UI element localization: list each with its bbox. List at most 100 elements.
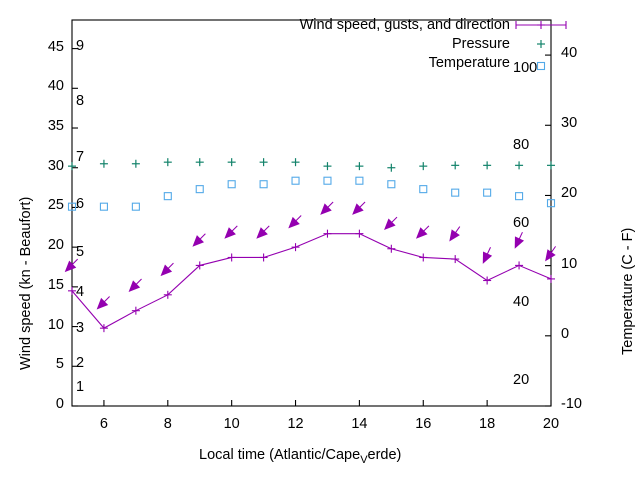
- x-tick-label-20: 20: [542, 416, 560, 432]
- pressure-point: [483, 161, 492, 170]
- y-axis-right-title: Temperature (C - F): [620, 227, 636, 355]
- fahrenheit-label-20: 20: [513, 371, 530, 388]
- wind-direction-arrow: [224, 225, 238, 239]
- wind-direction-arrow: [160, 262, 174, 277]
- temperature-point: [259, 180, 268, 189]
- wind-direction-arrow: [128, 278, 142, 292]
- pressure-point: [355, 162, 364, 171]
- wind-speed-point: [355, 229, 364, 238]
- fahrenheit-label-100: 100: [513, 59, 538, 76]
- wind-speed-point: [163, 290, 172, 299]
- temperature-point: [546, 199, 556, 208]
- fahrenheit-label-60: 60: [513, 215, 530, 232]
- pressure-point: [99, 159, 108, 168]
- x-tick-label-18: 18: [479, 416, 496, 432]
- beaufort-label-7: 7: [76, 148, 85, 165]
- temperature-point: [227, 180, 236, 189]
- temperature-point: [131, 202, 140, 211]
- wind-speed-point: [68, 286, 76, 295]
- beaufort-label-2: 2: [76, 355, 85, 372]
- beaufort-label-3: 3: [76, 319, 85, 336]
- temperature-point: [163, 192, 172, 201]
- wind-direction-arrow: [96, 296, 110, 310]
- y2-tick-label-20: 20: [561, 185, 578, 202]
- y-tick-label-25: 25: [47, 197, 64, 214]
- beaufort-label-6: 6: [76, 196, 85, 213]
- wind-direction-arrow: [415, 225, 430, 239]
- wind-direction-arrow: [482, 247, 493, 264]
- wind-direction-arrow: [545, 246, 557, 262]
- legend-label-pressure: Pressure: [451, 36, 510, 52]
- temperature-point: [451, 188, 460, 197]
- wind-speed-point: [99, 324, 108, 333]
- x-tick-label-10: 10: [223, 416, 240, 432]
- temperature-point: [355, 176, 364, 185]
- y2-tick-label-10: 10: [561, 255, 578, 272]
- x-tick-label-12: 12: [287, 416, 304, 432]
- wind-speed-point: [323, 229, 332, 238]
- pressure-point: [291, 158, 300, 167]
- wind-series: [64, 201, 557, 333]
- temperature-point: [67, 202, 77, 211]
- wind-speed-point: [451, 255, 460, 264]
- wind-speed-point: [483, 276, 492, 285]
- y-tick-label-15: 15: [47, 276, 64, 293]
- pressure-point: [419, 162, 428, 171]
- x-tick-label-14: 14: [351, 416, 368, 432]
- x-axis-title-main: Local time (Atlantic/Cape: [199, 447, 361, 463]
- x-axis-title: Local time (Atlantic/CapeVerde): [199, 447, 402, 466]
- y-tick-label-0: 0: [55, 396, 64, 412]
- y-axis-left-title: Wind speed (kn - Beaufort): [18, 196, 34, 370]
- temperature-point: [387, 180, 396, 189]
- wind-direction-arrow: [352, 201, 366, 215]
- x-axis-title-sub: V: [360, 454, 368, 466]
- temperature-point: [195, 185, 204, 194]
- pressure-point: [163, 158, 172, 167]
- wind-direction-arrow: [320, 201, 334, 215]
- wind-direction-arrow: [449, 226, 461, 242]
- legend-label-temperature: Temperature: [428, 55, 510, 71]
- x-axis-title-tail: erde): [367, 447, 402, 463]
- temperature-point: [291, 176, 300, 185]
- x-tick-label-6: 6: [99, 416, 108, 432]
- temperature-point: [483, 188, 492, 197]
- pressure-point: [547, 161, 555, 170]
- wind-speed-line: [71, 233, 552, 329]
- temperature-point: [515, 192, 524, 201]
- pressure-point: [515, 161, 524, 170]
- temperature-point: [99, 202, 108, 211]
- wind-direction-arrow: [256, 225, 270, 239]
- wind-speed-point: [195, 261, 204, 270]
- fahrenheit-label-40: 40: [513, 293, 530, 310]
- pressure-point: [131, 159, 140, 168]
- pressure-point: [387, 163, 396, 172]
- wind-speed-point: [547, 274, 555, 283]
- y-tick-label-20: 20: [47, 237, 64, 254]
- wind-speed-point: [259, 253, 268, 262]
- temperature-point: [419, 185, 428, 194]
- plot-frame: [71, 19, 552, 407]
- wind-speed-point: [291, 243, 300, 252]
- y-tick-label-10: 10: [47, 316, 64, 333]
- y-tick-label-45: 45: [47, 38, 64, 55]
- y-tick-label-40: 40: [47, 78, 64, 95]
- fahrenheit-label-80: 80: [513, 137, 530, 154]
- y-tick-label-35: 35: [47, 118, 64, 135]
- pressure-series: [68, 158, 555, 172]
- x-tick-label-8: 8: [163, 416, 172, 432]
- beaufort-label-5: 5: [76, 244, 85, 261]
- beaufort-label-9: 9: [76, 37, 85, 54]
- right-axis-ticks: [545, 54, 551, 407]
- wind-speed-point: [131, 306, 140, 315]
- beaufort-label-1: 1: [76, 379, 85, 396]
- pressure-point: [451, 161, 460, 170]
- wind-direction-arrow: [514, 231, 525, 249]
- y2-tick-label-0: 0: [561, 325, 570, 342]
- bottom-axis-ticks: [103, 400, 552, 406]
- wind-speed-point: [419, 253, 428, 262]
- wind-speed-point: [515, 261, 524, 270]
- wind-speed-point: [387, 244, 396, 253]
- y2-tick-label-40: 40: [561, 45, 578, 62]
- beaufort-label-8: 8: [76, 93, 85, 110]
